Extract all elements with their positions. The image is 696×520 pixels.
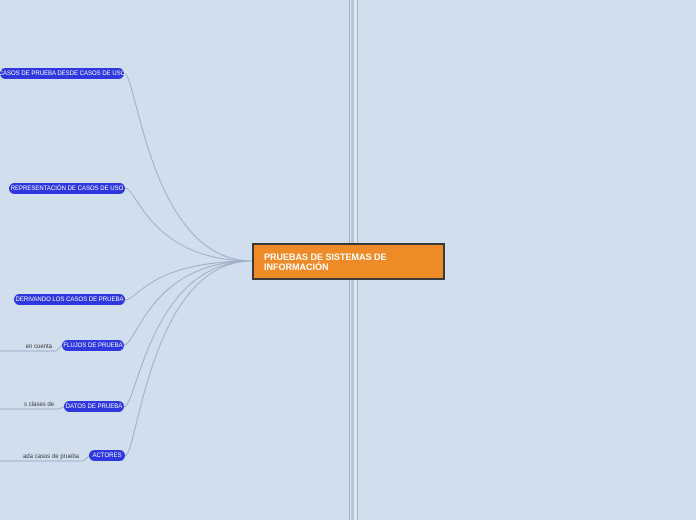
branch-label: REPRESENTACIÓN DE CASOS DE USO (11, 186, 124, 192)
root-node-label: PRUEBAS DE SISTEMAS DE INFORMACIÓN (264, 252, 433, 272)
branch-representacion-casos-uso[interactable]: REPRESENTACIÓN DE CASOS DE USO (9, 183, 125, 194)
branch-label: ACTORES (93, 453, 122, 459)
branch-label: DERIVANDO LOS CASOS DE PRUEBA (16, 297, 124, 303)
root-node[interactable]: PRUEBAS DE SISTEMAS DE INFORMACIÓN (252, 243, 445, 280)
leaf-label: ada casos de prueba (23, 454, 83, 460)
leaf-label: en cuenta (26, 344, 56, 350)
mindmap-canvas: PRUEBAS DE SISTEMAS DE INFORMACIÓN CASOS… (0, 0, 696, 520)
branch-label: CASOS DE PRUEBA DESDE CASOS DE USO (0, 71, 125, 77)
leaf-label: s clases de (24, 402, 58, 408)
branch-label: FLUJOS DE PRUEBA (63, 343, 122, 349)
branch-flujos-prueba[interactable]: FLUJOS DE PRUEBA (62, 340, 124, 351)
branch-casos-prueba-uso[interactable]: CASOS DE PRUEBA DESDE CASOS DE USO (0, 68, 124, 79)
branch-label: DATOS DE PRUEBA (66, 404, 122, 410)
branch-datos-prueba[interactable]: DATOS DE PRUEBA (64, 401, 124, 412)
branch-actores[interactable]: ACTORES (89, 450, 125, 461)
branch-derivando-casos-prueba[interactable]: DERIVANDO LOS CASOS DE PRUEBA (14, 294, 125, 305)
